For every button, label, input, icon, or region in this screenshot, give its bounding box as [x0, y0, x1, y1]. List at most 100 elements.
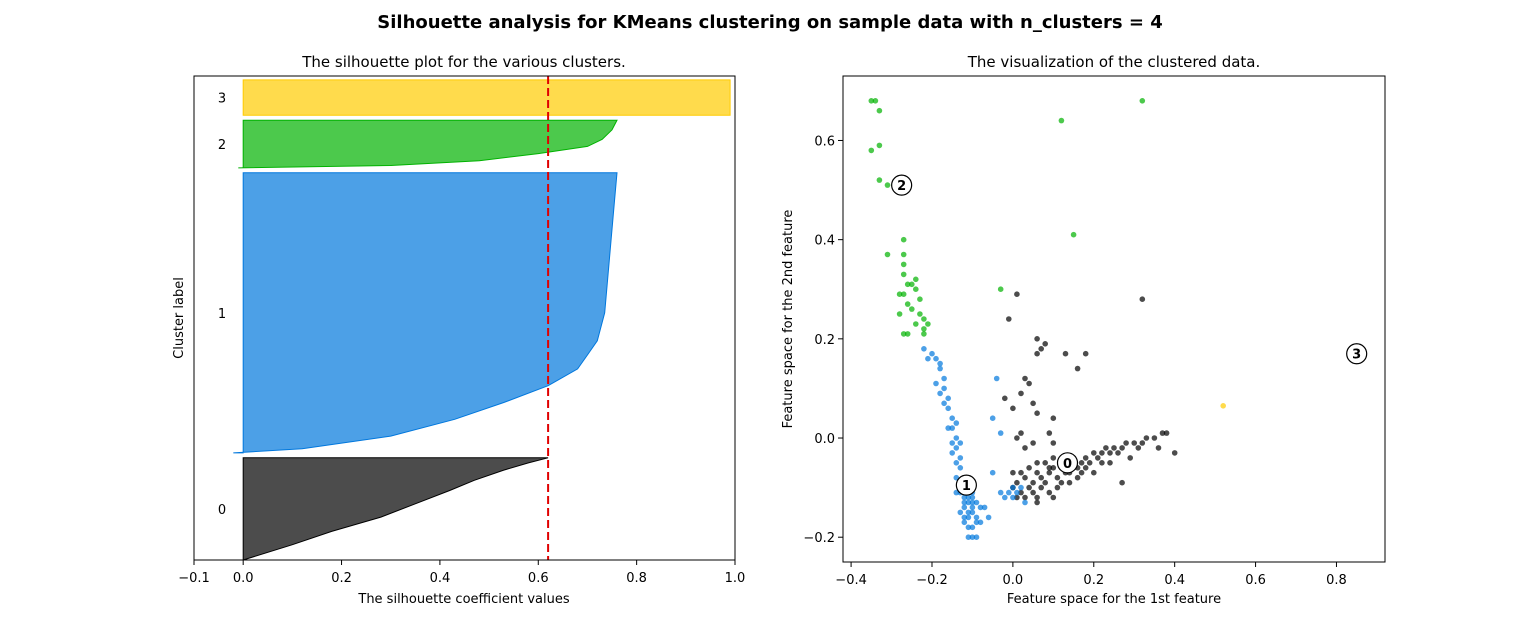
scatter-point-cluster-0: [1042, 479, 1048, 486]
scatter-point-cluster-1: [933, 380, 939, 387]
scatter-point-cluster-0: [1127, 455, 1133, 461]
scatter-point-cluster-0: [1018, 390, 1024, 397]
scatter-point-cluster-1: [1022, 499, 1028, 506]
scatter-point-cluster-0: [1091, 450, 1097, 456]
scatter-point-cluster-2: [913, 286, 919, 293]
scatter-point-cluster-2: [896, 291, 903, 298]
scatter-point-cluster-2: [868, 98, 875, 104]
silhouette-title: The silhouette plot for the various clus…: [301, 53, 626, 71]
scatter-point-cluster-1: [965, 514, 972, 521]
scatter-point-cluster-2: [921, 331, 927, 337]
silhouette-cluster-labels: 0 1 2 3: [218, 92, 226, 518]
cluster-label-3: 3: [218, 92, 226, 107]
scatter-point-cluster-0: [1006, 316, 1012, 322]
scatter-point-cluster-2: [900, 251, 907, 258]
scatter-point-cluster-1: [953, 445, 960, 451]
scatter-point-cluster-0: [1046, 430, 1053, 436]
scatter-point-cluster-0: [1151, 435, 1158, 441]
scatter-point-cluster-1: [921, 346, 927, 352]
scatter-point-cluster-2: [904, 281, 911, 288]
scatter-point-cluster-1: [961, 514, 968, 521]
scatter-point-cluster-0: [1010, 469, 1016, 476]
scatter-point-cluster-0: [1030, 489, 1036, 496]
scatter-point-cluster-0: [1014, 479, 1020, 486]
scatter-point-cluster-0: [1139, 440, 1146, 446]
scatter-x-tick-label: 0.8: [1326, 573, 1347, 588]
scatter-point-cluster-2: [876, 142, 883, 149]
scatter-point-cluster-1: [965, 494, 972, 501]
scatter-point-cluster-1: [949, 440, 955, 446]
scatter-point-cluster-0: [1034, 336, 1040, 342]
scatter-point-cluster-0: [1139, 296, 1146, 303]
scatter-point-cluster-3: [1220, 403, 1226, 409]
silhouette-cluster-2: [238, 119, 618, 169]
scatter-point-cluster-0: [1054, 474, 1061, 481]
scatter-point-cluster-1: [957, 465, 964, 471]
silhouette-cluster-0: [242, 457, 549, 561]
scatter-point-cluster-0: [1095, 455, 1101, 461]
scatter-point-cluster-0: [1034, 410, 1040, 417]
scatter-point-cluster-0: [1054, 484, 1061, 491]
scatter-point-cluster-1: [965, 499, 972, 506]
scatter-point-cluster-2: [876, 107, 883, 114]
silhouette-x-tick-label: 0.2: [331, 571, 352, 586]
scatter-x-tick-label: 0.4: [1164, 573, 1185, 588]
scatter-point-cluster-1: [949, 415, 955, 422]
scatter-point-cluster-2: [913, 321, 919, 327]
silhouette-cluster-1: [233, 172, 618, 454]
scatter-point-cluster-0: [1050, 440, 1057, 446]
scatter-point-cluster-2: [896, 311, 903, 317]
scatter-point-cluster-1: [953, 460, 960, 466]
scatter-point-cluster-0: [1018, 489, 1024, 496]
scatter-x-tick-label: 0.6: [1245, 573, 1266, 588]
scatter-point-cluster-2: [1139, 98, 1146, 104]
scatter-point-cluster-2: [909, 281, 915, 288]
scatter-point-cluster-1: [977, 519, 984, 526]
scatter-point-cluster-1: [969, 504, 976, 511]
silhouette-x-tick-label: 1.0: [725, 571, 746, 586]
scatter-y-tick-label: −0.2: [803, 531, 835, 546]
scatter-point-cluster-0: [1082, 465, 1089, 471]
scatter-point-cluster-2: [900, 271, 907, 278]
scatter-point-cluster-0: [1082, 350, 1089, 357]
scatter-point-cluster-1: [961, 494, 968, 501]
scatter-axes: The visualization of the clustered data.…: [781, 53, 1386, 607]
scatter-x-label: Feature space for the 1st feature: [1007, 592, 1221, 607]
scatter-point-cluster-1: [989, 415, 996, 422]
silhouette-axes-frame: [193, 75, 736, 561]
scatter-point-cluster-0: [1018, 469, 1024, 476]
scatter-point-cluster-0: [1034, 350, 1040, 357]
scatter-point-cluster-2: [1058, 117, 1065, 124]
scatter-point-cluster-0: [1119, 445, 1125, 451]
scatter-point-cluster-2: [904, 331, 911, 337]
scatter-point-cluster-2: [925, 321, 931, 327]
silhouette-x-tick-label: 0.8: [626, 571, 647, 586]
scatter-y-tick-label: 0.6: [814, 134, 835, 149]
scatter-point-cluster-0: [1091, 469, 1097, 476]
scatter-point-cluster-2: [917, 311, 923, 317]
scatter-point-cluster-0: [1046, 465, 1053, 471]
scatter-point-cluster-2: [900, 331, 907, 337]
scatter-point-cluster-0: [1014, 494, 1020, 501]
scatter-point-cluster-2: [913, 276, 919, 283]
scatter-point-cluster-0: [1034, 469, 1040, 476]
scatter-point-cluster-0: [1074, 474, 1081, 481]
scatter-point-cluster-0: [1050, 494, 1057, 501]
silhouette-x-tick-label: −0.1: [178, 571, 210, 586]
scatter-point-cluster-0: [1038, 346, 1044, 352]
scatter-point-cluster-2: [997, 286, 1004, 293]
scatter-point-cluster-0: [1135, 445, 1142, 451]
scatter-point-cluster-1: [993, 375, 1000, 382]
scatter-point-cluster-1: [973, 514, 980, 521]
scatter-point-cluster-0: [1050, 455, 1057, 461]
scatter-point-cluster-0: [1078, 460, 1085, 466]
scatter-point-cluster-0: [1099, 460, 1105, 466]
scatter-point-cluster-0: [1030, 440, 1036, 446]
scatter-point-cluster-2: [872, 98, 879, 104]
scatter-point-cluster-0: [1107, 450, 1113, 456]
cluster-centers: 0 1 2 3: [891, 174, 1368, 496]
scatter-point-cluster-1: [997, 430, 1004, 436]
scatter-point-cluster-1: [973, 519, 980, 526]
cluster-center-marker: [1346, 343, 1368, 365]
silhouette-x-tick-label: 0.4: [430, 571, 451, 586]
